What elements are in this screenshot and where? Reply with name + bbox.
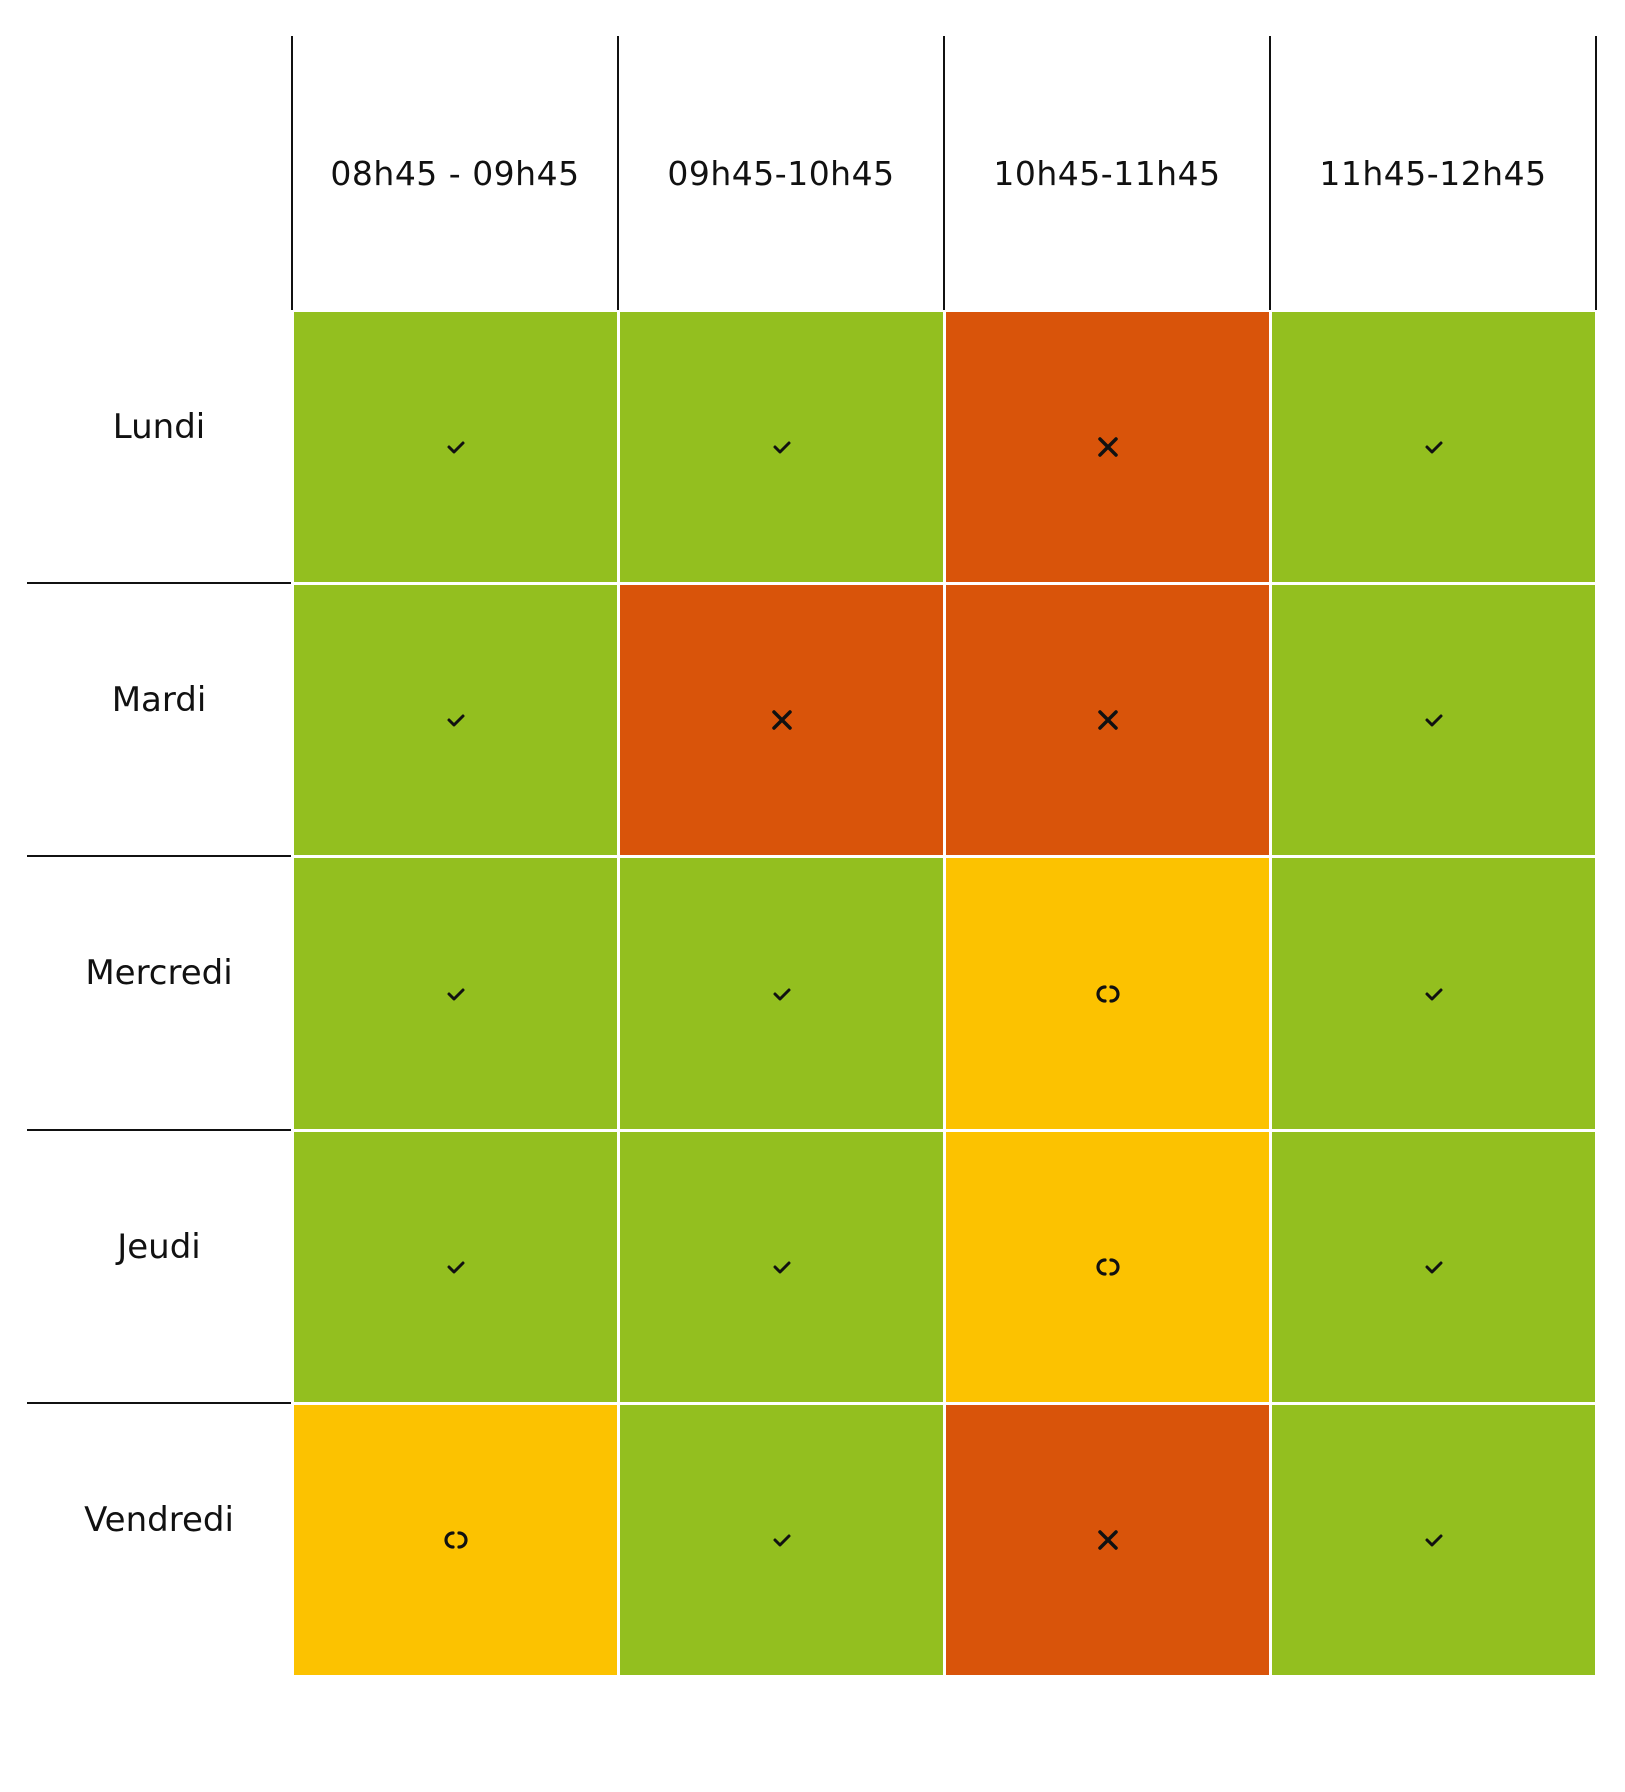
slot-cell[interactable] — [946, 858, 1269, 1129]
column-header-0: 08h45 - 09h45 — [330, 153, 580, 193]
slot-cell[interactable] — [620, 585, 943, 855]
slot-cell[interactable] — [294, 585, 617, 855]
check-icon — [447, 988, 464, 1000]
column-header-2: 10h45-11h45 — [993, 153, 1221, 193]
row-label-jeudi: Jeudi — [117, 1226, 201, 1267]
slot-cell[interactable] — [620, 858, 943, 1129]
check-icon — [773, 1261, 790, 1274]
slot-cell[interactable] — [1272, 312, 1595, 582]
check-icon — [447, 441, 464, 454]
row-divider — [27, 1402, 291, 1404]
slot-cell[interactable] — [620, 1132, 943, 1402]
cross-icon — [1097, 437, 1118, 457]
header-divider — [1269, 36, 1271, 310]
slot-cell[interactable] — [1272, 1132, 1595, 1402]
cross-icon — [771, 710, 792, 730]
slot-cell[interactable] — [294, 1405, 617, 1675]
pending-icon — [443, 1531, 468, 1549]
check-icon — [1425, 1534, 1442, 1547]
row-divider — [27, 582, 291, 584]
check-icon — [773, 988, 790, 1000]
header-divider — [617, 36, 619, 310]
row-divider — [27, 855, 291, 857]
slot-cell[interactable] — [946, 312, 1269, 582]
cross-icon — [1097, 1530, 1118, 1550]
check-icon — [1425, 1261, 1442, 1274]
row-label-mercredi: Mercredi — [85, 953, 233, 993]
slot-cell[interactable] — [1272, 858, 1595, 1129]
slot-cell[interactable] — [946, 585, 1269, 855]
pending-icon — [1095, 1258, 1120, 1276]
pending-icon — [1095, 984, 1120, 1003]
check-icon — [447, 714, 464, 727]
column-header-1: 09h45-10h45 — [667, 153, 895, 193]
slot-cell[interactable] — [1272, 585, 1595, 855]
check-icon — [773, 441, 790, 454]
slot-cell[interactable] — [294, 312, 617, 582]
slot-cell[interactable] — [620, 1405, 943, 1675]
column-header-3: 11h45-12h45 — [1319, 153, 1547, 193]
slot-cell[interactable] — [294, 858, 617, 1129]
slot-cell[interactable] — [620, 312, 943, 582]
slot-cell[interactable] — [294, 1132, 617, 1402]
row-divider — [27, 1129, 291, 1131]
check-icon — [447, 1261, 464, 1274]
header-divider — [291, 36, 293, 310]
row-label-lundi: Lundi — [112, 406, 206, 447]
header-divider — [943, 36, 945, 310]
slot-cell[interactable] — [946, 1132, 1269, 1402]
cross-icon — [1097, 710, 1118, 730]
check-icon — [1425, 988, 1442, 1000]
check-icon — [1425, 441, 1442, 454]
check-icon — [773, 1534, 790, 1547]
slot-cell[interactable] — [1272, 1405, 1595, 1675]
header-divider — [1595, 36, 1597, 310]
check-icon — [1425, 714, 1442, 727]
slot-cell[interactable] — [946, 1405, 1269, 1675]
row-label-mardi: Mardi — [111, 679, 207, 720]
row-label-vendredi: Vendredi — [84, 1499, 234, 1540]
